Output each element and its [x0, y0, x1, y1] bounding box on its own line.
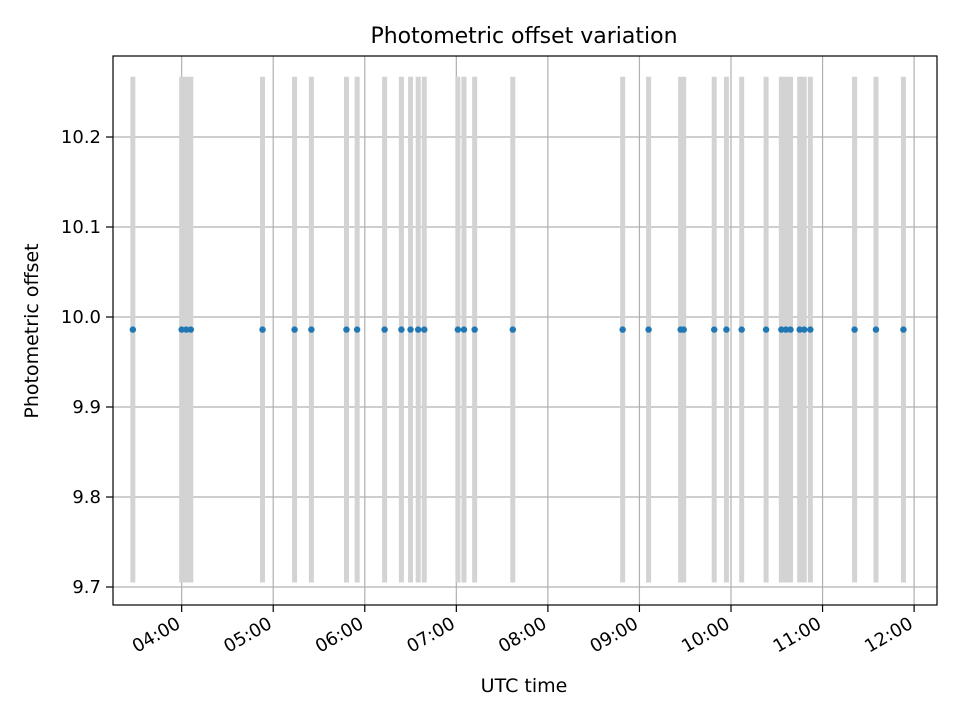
data-point: [851, 326, 858, 333]
data-point: [381, 326, 388, 333]
data-point: [680, 326, 687, 333]
data-point: [900, 326, 907, 333]
y-tick-label: 10.2: [61, 127, 101, 148]
data-point: [414, 326, 422, 333]
x-axis-label: UTC time: [481, 675, 568, 697]
data-point: [782, 326, 790, 333]
y-axis-label: Photometric offset: [21, 243, 43, 418]
data-point: [711, 326, 718, 333]
data-point: [183, 326, 190, 333]
data-point: [421, 326, 428, 333]
data-point: [796, 326, 803, 333]
data-point: [645, 326, 652, 333]
data-point: [471, 326, 478, 333]
data-point: [738, 326, 745, 333]
data-point: [619, 326, 626, 333]
data-point: [308, 326, 315, 333]
data-point: [762, 326, 770, 333]
data-point: [178, 326, 185, 333]
data-point: [454, 326, 462, 333]
data-point: [343, 326, 350, 333]
data-point: [872, 326, 880, 333]
data-point: [460, 326, 468, 333]
plot-frame: [112, 55, 938, 606]
data-point: [398, 326, 405, 333]
y-tick-label: 10.1: [61, 217, 101, 238]
data-point: [807, 326, 814, 333]
data-point: [778, 326, 785, 333]
chart-title: Photometric offset variation: [370, 24, 677, 49]
data-point: [801, 326, 808, 333]
y-tick-label: 9.8: [72, 487, 101, 508]
data-point: [187, 326, 195, 333]
y-tick-label: 10.0: [61, 307, 101, 328]
y-tick-label: 9.7: [72, 577, 101, 598]
data-point: [723, 326, 730, 333]
data-point: [259, 326, 266, 333]
data-point: [291, 326, 298, 333]
y-axis-ticks: 9.7 9.8 9.9 10.0 10.1 10.2: [61, 127, 113, 598]
data-point: [787, 326, 794, 333]
y-tick-label: 9.9: [72, 397, 101, 418]
point-layer: [129, 326, 907, 333]
data-point: [129, 326, 137, 333]
data-point: [509, 326, 516, 333]
data-point: [407, 326, 414, 333]
data-point: [353, 326, 361, 333]
